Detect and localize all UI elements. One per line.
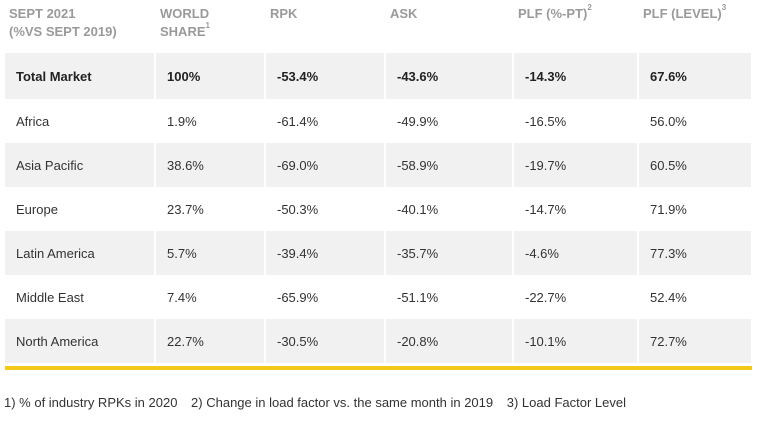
- header-rpk-label: RPK: [270, 6, 298, 21]
- cell-share: 7.4%: [155, 275, 266, 319]
- table-row-north-america: North America 22.7% -30.5% -20.8% -10.1%…: [5, 319, 753, 363]
- cell-share: 1.9%: [155, 99, 266, 143]
- header-world-line2: SHARE: [160, 24, 206, 39]
- cell-rpk: -50.3%: [265, 187, 386, 231]
- table-row-asia-pacific: Asia Pacific 38.6% -69.0% -58.9% -19.7% …: [5, 143, 753, 187]
- cell-plf-level: 60.5%: [638, 143, 753, 187]
- footnote-1: 1) % of industry RPKs in 2020: [4, 395, 178, 410]
- cell-plf-pt: -22.7%: [513, 275, 639, 319]
- table-row-africa: Africa 1.9% -61.4% -49.9% -16.5% 56.0%: [5, 99, 753, 143]
- cell-plf-pt: -19.7%: [513, 143, 639, 187]
- cell-plf-level: 52.4%: [638, 275, 753, 319]
- cell-plf-level: 77.3%: [638, 231, 753, 275]
- accent-rule: [5, 366, 752, 370]
- header-ask: ASK: [385, 0, 514, 53]
- cell-region: Asia Pacific: [5, 143, 156, 187]
- cell-rpk: -30.5%: [265, 319, 386, 363]
- cell-rpk: -53.4%: [265, 53, 386, 99]
- cell-plf-pt: -16.5%: [513, 99, 639, 143]
- cell-ask: -51.1%: [385, 275, 514, 319]
- table-row-total-market: Total Market 100% -53.4% -43.6% -14.3% 6…: [5, 53, 753, 99]
- cell-plf-level: 67.6%: [638, 53, 753, 99]
- cell-share: 100%: [155, 53, 266, 99]
- traffic-table-container: SEPT 2021 (%VS SEPT 2019) WORLD SHARE1 R…: [5, 0, 753, 363]
- header-ask-label: ASK: [390, 6, 418, 21]
- cell-region: Africa: [5, 99, 156, 143]
- cell-plf-pt: -10.1%: [513, 319, 639, 363]
- header-plf-level-label: PLF (LEVEL): [643, 6, 722, 21]
- cell-plf-pt: -14.7%: [513, 187, 639, 231]
- cell-region: Middle East: [5, 275, 156, 319]
- cell-region: Latin America: [5, 231, 156, 275]
- footnotes: 1) % of industry RPKs in 2020 2) Change …: [4, 395, 636, 410]
- footnote-2: 2) Change in load factor vs. the same mo…: [191, 395, 494, 410]
- cell-rpk: -61.4%: [265, 99, 386, 143]
- header-plf-pt-label: PLF (%-PT): [518, 6, 588, 21]
- cell-share: 38.6%: [155, 143, 266, 187]
- cell-share: 5.7%: [155, 231, 266, 275]
- cell-plf-pt: -4.6%: [513, 231, 639, 275]
- table-header-row: SEPT 2021 (%VS SEPT 2019) WORLD SHARE1 R…: [5, 0, 753, 53]
- header-world-footnote-ref: 1: [205, 21, 210, 30]
- traffic-table: SEPT 2021 (%VS SEPT 2019) WORLD SHARE1 R…: [5, 0, 753, 363]
- cell-plf-level: 72.7%: [638, 319, 753, 363]
- cell-plf-pt: -14.3%: [513, 53, 639, 99]
- cell-rpk: -65.9%: [265, 275, 386, 319]
- cell-share: 22.7%: [155, 319, 266, 363]
- cell-region: Total Market: [5, 53, 156, 99]
- cell-ask: -35.7%: [385, 231, 514, 275]
- cell-ask: -40.1%: [385, 187, 514, 231]
- cell-rpk: -69.0%: [265, 143, 386, 187]
- footnote-3: 3) Load Factor Level: [506, 395, 626, 410]
- cell-ask: -58.9%: [385, 143, 514, 187]
- header-period-line2: (%VS SEPT 2019): [9, 24, 117, 39]
- table-row-europe: Europe 23.7% -50.3% -40.1% -14.7% 71.9%: [5, 187, 753, 231]
- cell-region: North America: [5, 319, 156, 363]
- header-plf-pt-footnote-ref: 2: [587, 3, 592, 12]
- header-period: SEPT 2021 (%VS SEPT 2019): [5, 0, 156, 53]
- table-row-middle-east: Middle East 7.4% -65.9% -51.1% -22.7% 52…: [5, 275, 753, 319]
- cell-ask: -43.6%: [385, 53, 514, 99]
- cell-share: 23.7%: [155, 187, 266, 231]
- cell-plf-level: 71.9%: [638, 187, 753, 231]
- cell-rpk: -39.4%: [265, 231, 386, 275]
- cell-ask: -49.9%: [385, 99, 514, 143]
- header-plf-level-footnote-ref: 3: [721, 3, 727, 12]
- header-world-line1: WORLD: [160, 6, 210, 21]
- table-row-latin-america: Latin America 5.7% -39.4% -35.7% -4.6% 7…: [5, 231, 753, 275]
- header-rpk: RPK: [265, 0, 386, 53]
- header-plf-level: PLF (LEVEL)3: [638, 0, 753, 53]
- cell-plf-level: 56.0%: [638, 99, 753, 143]
- cell-region: Europe: [5, 187, 156, 231]
- cell-ask: -20.8%: [385, 319, 514, 363]
- header-plf-pt: PLF (%-PT)2: [513, 0, 639, 53]
- header-period-line1: SEPT 2021: [9, 6, 76, 21]
- header-world-share: WORLD SHARE1: [155, 0, 266, 53]
